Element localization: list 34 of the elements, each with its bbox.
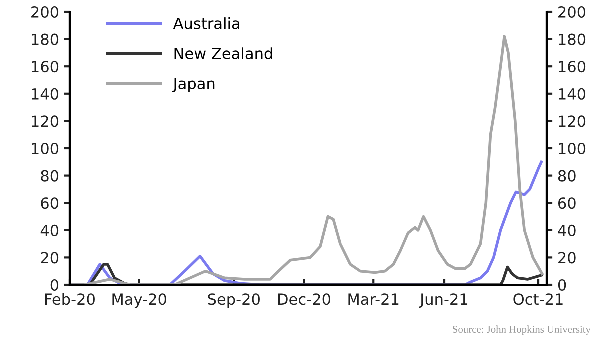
source-note: Source: John Hopkins University [453,326,591,336]
x-tick-label: Feb-20 [46,293,95,306]
y2-tick-label: 100 [559,142,586,155]
y-tick-label: 20 [41,252,59,264]
x-tick-label: Dec-20 [278,294,331,306]
x-tick-label: Oct-21 [514,294,563,306]
y2-tick-label: 140 [559,88,586,100]
y-tick-label: 160 [32,61,59,73]
legend-label: Australia [173,18,240,30]
y2-tick-label: 80 [558,170,576,182]
y-tick-label: 120 [32,116,59,128]
x-tick-label: Jun-21 [419,294,468,308]
y-tick-label: 80 [41,170,59,182]
legend-label: New Zealand [174,48,272,60]
y2-tick-label: 20 [558,252,576,264]
y-tick-label: 140 [32,88,59,100]
y2-tick-label: 120 [559,116,586,128]
y-tick-label: 40 [40,224,59,236]
y-tick-label: 180 [32,34,59,46]
y2-tick-label: 0 [558,279,566,292]
y-tick-label: 200 [32,6,59,18]
y2-tick-label: 180 [559,34,586,46]
x-tick-label: May-20 [112,294,166,308]
line-series [70,35,544,285]
x-tick-label: Sep-20 [208,294,260,308]
legend-label: Japan [172,78,215,92]
y-tick-label: 0 [50,279,59,292]
y2-tick-label: 200 [558,6,586,18]
y2-tick-label: 160 [559,61,586,73]
y2-tick-label: 40 [558,224,576,236]
x-tick-label: Mar-21 [348,294,399,306]
y-tick-label: 60 [41,198,59,210]
y2-tick-label: 60 [558,198,576,210]
y-tick-label: 100 [32,142,59,155]
